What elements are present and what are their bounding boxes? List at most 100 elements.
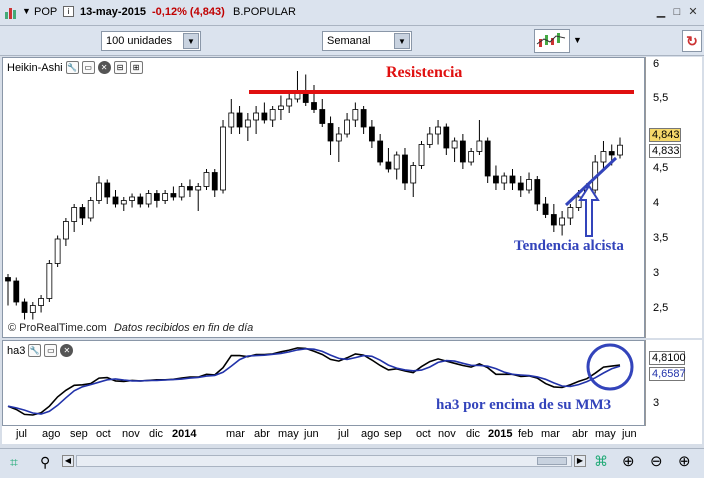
x-label: feb — [518, 428, 534, 440]
dropdown-arrow-icon[interactable]: ▼ — [22, 6, 31, 16]
candle-up — [617, 144, 623, 156]
indicator-value-2: 4,6587 — [649, 367, 686, 381]
toolbar: 100 unidades ▼ Semanal ▼ ▼ ↻ — [0, 26, 704, 56]
price-panel-header: Heikin-Ashi 🔧 ▭ ✕ ⊟ ⊞ — [7, 61, 143, 74]
chart-type-button[interactable] — [534, 29, 570, 53]
x-label: mar — [541, 428, 560, 440]
candle-down — [327, 123, 334, 142]
candle-down — [517, 182, 524, 191]
data-credit: © ProRealTime.com Datos recibidos en fin… — [8, 322, 253, 334]
candle-down — [550, 214, 557, 226]
candle-up — [501, 175, 508, 184]
zoom-out-icon[interactable]: ⊖ — [650, 453, 663, 470]
scroll-left-icon[interactable]: ◀ — [62, 455, 74, 467]
candle-down — [137, 196, 144, 205]
symbol-label[interactable]: POP — [34, 6, 58, 18]
candle-up — [203, 172, 210, 187]
credit-source: © ProRealTime.com — [8, 322, 107, 334]
candle-up — [38, 298, 44, 306]
candle-down — [170, 193, 177, 198]
refresh-icon[interactable]: ↻ — [682, 30, 702, 52]
x-label: jul — [338, 428, 350, 440]
chevron-down-icon[interactable]: ▼ — [183, 33, 199, 49]
candle-down — [385, 161, 392, 170]
x-label: nov — [122, 428, 140, 440]
candle-up — [228, 112, 235, 128]
chevron-down-icon[interactable]: ▼ — [394, 33, 410, 49]
close-icon[interactable]: ✕ — [688, 6, 698, 18]
candle-up — [195, 186, 202, 191]
period-value: Semanal — [327, 35, 371, 47]
candle-down — [153, 193, 160, 201]
window-icon[interactable]: ▭ — [81, 61, 95, 74]
maximize-icon[interactable]: □ — [673, 6, 681, 18]
expand-icon[interactable]: ⊞ — [129, 61, 143, 74]
close-icon[interactable]: ✕ — [97, 61, 111, 74]
indicator-annotation: ha3 por encima de su MM3 — [436, 397, 612, 413]
zoom-fit-icon[interactable]: ⊕ — [622, 453, 635, 470]
indicator-title: ha3 — [7, 344, 26, 357]
magnet-icon[interactable]: ⚲ — [40, 454, 51, 470]
candle-up — [253, 112, 260, 121]
last-price-tag: 4,843 — [649, 128, 681, 142]
bars-icon[interactable] — [4, 6, 18, 23]
date-label: 13-may-2015 — [80, 6, 147, 18]
trend-line — [564, 156, 618, 207]
candle-up — [129, 196, 135, 201]
candle-up — [96, 182, 102, 201]
candle-down — [236, 112, 243, 128]
candle-down — [360, 109, 367, 128]
scroll-right-icon[interactable]: ▶ — [574, 455, 586, 467]
candle-down — [5, 277, 11, 282]
close-icon[interactable]: ✕ — [60, 344, 74, 357]
x-label: mar — [226, 428, 245, 440]
candle-up — [600, 151, 607, 163]
x-label: dic — [466, 428, 481, 440]
price-y-axis: 6 5,5 5 4,5 4 3,5 3 2,5 4,843 4,833 — [645, 57, 702, 338]
x-label: jul — [16, 428, 28, 440]
horizontal-scrollbar[interactable] — [76, 455, 572, 467]
candle-up — [286, 98, 293, 107]
candle-up — [567, 207, 574, 219]
candle-up — [62, 221, 69, 240]
candle-up — [435, 126, 441, 135]
indicator-panel-header: ha3 🔧 ▭ ✕ — [7, 344, 74, 357]
window-icon[interactable]: ▭ — [44, 344, 58, 357]
info-icon[interactable]: i — [63, 6, 74, 17]
y-tick: 5,5 — [653, 92, 669, 104]
x-label: 2015 — [488, 428, 513, 440]
candle-down — [13, 280, 20, 303]
scrollbar-thumb[interactable] — [537, 457, 567, 465]
chevron-down-icon[interactable]: ▼ — [573, 35, 582, 45]
chart-tools-icon[interactable]: ⌗ — [10, 454, 18, 470]
highlight-circle — [586, 343, 634, 391]
change-label: -0,12% (4,843) — [152, 6, 225, 18]
candle-up — [426, 133, 433, 145]
x-label: 2014 — [172, 428, 197, 440]
candle-up — [87, 200, 94, 219]
y-tick: 3 — [653, 267, 660, 279]
candle-up — [393, 154, 400, 170]
candle-down — [493, 175, 499, 184]
indicator-icon[interactable]: ⌘ — [594, 453, 608, 469]
candle-up — [418, 144, 425, 166]
candle-down — [261, 112, 268, 121]
wrench-icon[interactable]: 🔧 — [28, 344, 42, 357]
indicator-value-1: 4,8100 — [649, 351, 686, 365]
quantity-select[interactable]: 100 unidades ▼ — [101, 31, 201, 51]
trend-annotation: Tendencia alcista — [514, 238, 624, 254]
collapse-icon[interactable]: ⊟ — [113, 61, 127, 74]
period-select[interactable]: Semanal ▼ — [322, 31, 412, 51]
wrench-icon[interactable]: 🔧 — [65, 61, 79, 74]
x-label: may — [595, 428, 616, 440]
candle-down — [79, 207, 86, 219]
candle-down — [112, 196, 119, 205]
y-tick: 6 — [653, 58, 660, 70]
candle-down — [311, 102, 317, 110]
candle-up — [71, 207, 78, 222]
title-bar: ▼ POP i 13-may-2015 -0,12% (4,843) B.POP… — [0, 0, 704, 26]
minimize-icon[interactable]: ▁ — [656, 6, 666, 18]
candle-down — [211, 172, 218, 191]
zoom-in-icon[interactable]: ⊕ — [678, 453, 691, 470]
quantity-value: 100 unidades — [106, 35, 173, 47]
